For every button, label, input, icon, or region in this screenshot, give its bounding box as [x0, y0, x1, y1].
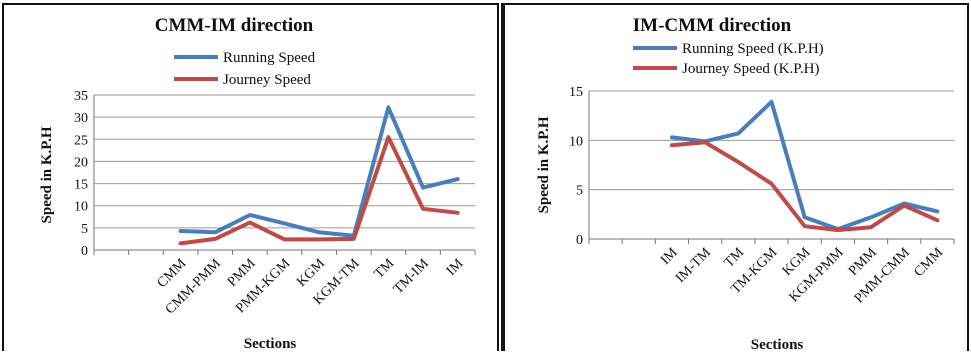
gridlines [93, 94, 476, 255]
y-tick-label: 10 [569, 134, 583, 149]
y-tick-label: 10 [74, 200, 88, 215]
chart-im-cmm: IM-CMM direction Running Speed (K.P.H) J… [536, 15, 955, 353]
x-tick-label: IM [444, 256, 467, 279]
series-lines [670, 99, 940, 233]
chart-cmm-im: CMM-IM direction Running Speed Journey S… [39, 15, 476, 352]
y-axis-title: Speed in K.P.H [536, 116, 552, 213]
legend-label-running: Running Speed (K.P.H) [682, 41, 824, 57]
y-tick-label: 15 [569, 85, 583, 100]
x-axis-title: Sections [751, 337, 804, 353]
x-tick-label: IM [658, 245, 681, 268]
y-tick-label: 15 [74, 178, 88, 193]
x-tick-label: IM-TM [673, 245, 714, 286]
chart-title: IM-CMM direction [633, 15, 792, 36]
y-tick-label: 35 [74, 89, 88, 104]
chart-legend: Running Speed (K.P.H) Journey Speed (K.P… [633, 41, 824, 77]
y-tick-labels: 0 5 10 15 [569, 85, 583, 248]
y-tick-label: 5 [81, 222, 88, 237]
y-tick-label: 0 [81, 244, 88, 259]
y-tick-labels: 0 5 10 15 20 25 30 35 [74, 89, 88, 259]
series-line-journey-speed [178, 135, 460, 246]
legend-label-running: Running Speed [223, 50, 316, 66]
y-tick-label: 5 [576, 184, 583, 199]
y-tick-label: 20 [74, 155, 88, 170]
x-axis-title: Sections [244, 336, 297, 352]
legend-label-journey: Journey Speed (K.P.H) [682, 61, 819, 77]
chart-legend: Running Speed Journey Speed [174, 50, 316, 88]
y-axis-title: Speed in K.P.H [39, 126, 55, 223]
series-line-running-speed [178, 105, 460, 238]
series-line-journey-speed [670, 140, 940, 233]
x-tick-label: TM [372, 256, 398, 282]
y-tick-label: 25 [74, 133, 88, 148]
chart-panel-cmm-im: CMM-IM direction Running Speed Journey S… [2, 3, 499, 352]
x-tick-label: TM [722, 245, 748, 271]
y-tick-label: 30 [74, 111, 88, 126]
series-line-running-speed [670, 99, 940, 232]
x-tick-label: TM-IM [391, 256, 432, 297]
chart-title: CMM-IM direction [155, 15, 314, 36]
series-lines [178, 105, 460, 246]
gridlines [588, 90, 955, 244]
x-tick-label: CMM [911, 245, 946, 280]
chart-panel-im-cmm: IM-CMM direction Running Speed (K.P.H) J… [501, 3, 969, 353]
y-tick-label: 0 [576, 233, 583, 248]
legend-label-journey: Journey Speed [223, 72, 311, 88]
